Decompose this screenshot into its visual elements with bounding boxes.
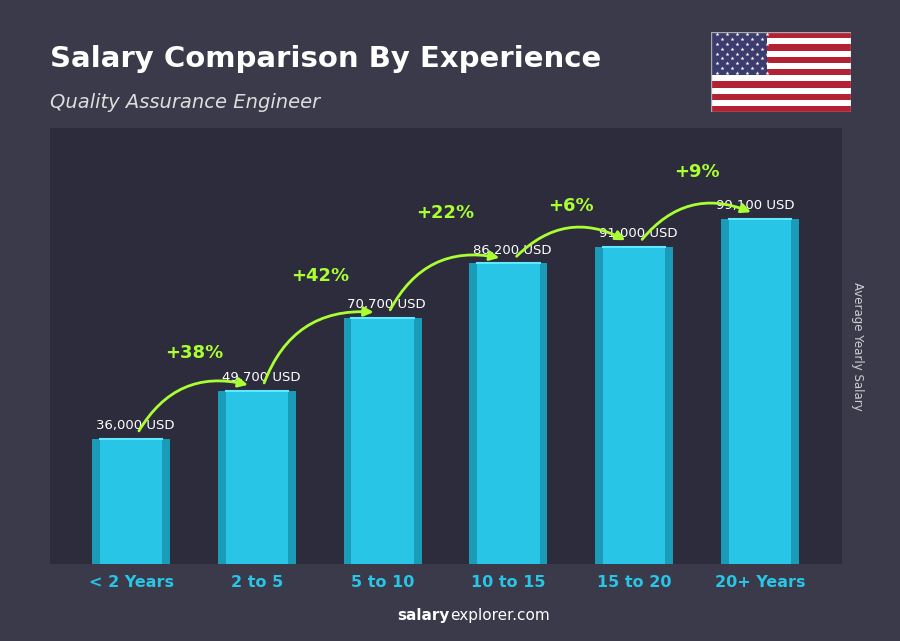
Bar [595, 247, 603, 564]
Bar [470, 263, 477, 564]
Text: +38%: +38% [165, 344, 223, 362]
Bar [711, 100, 850, 106]
Bar [711, 69, 850, 75]
Bar [721, 219, 799, 564]
Text: Average Yearly Salary: Average Yearly Salary [851, 282, 864, 410]
Bar [711, 63, 850, 69]
Text: Quality Assurance Engineer: Quality Assurance Engineer [50, 93, 320, 112]
Bar [711, 38, 850, 44]
Bar [539, 263, 547, 564]
Bar [711, 81, 850, 88]
Bar [50, 128, 842, 564]
Text: 49,700 USD: 49,700 USD [221, 372, 301, 385]
Bar [711, 56, 850, 63]
Bar [344, 317, 352, 564]
Bar [711, 94, 850, 100]
Text: 99,100 USD: 99,100 USD [716, 199, 795, 212]
Bar [711, 32, 850, 38]
Bar [218, 391, 226, 564]
Text: 91,000 USD: 91,000 USD [598, 228, 678, 240]
Bar [92, 438, 100, 564]
Bar [711, 51, 850, 56]
Text: Salary Comparison By Experience: Salary Comparison By Experience [50, 45, 601, 73]
Bar [470, 263, 547, 564]
Text: 70,700 USD: 70,700 USD [347, 298, 426, 312]
Bar [288, 391, 296, 564]
Bar [711, 75, 850, 81]
Bar [721, 219, 729, 564]
Text: +42%: +42% [291, 267, 349, 285]
Text: salary: salary [398, 608, 450, 623]
Bar [218, 391, 296, 564]
Bar [595, 247, 673, 564]
Bar [344, 317, 421, 564]
Bar [711, 106, 850, 112]
Text: +22%: +22% [417, 204, 474, 222]
Text: +9%: +9% [674, 163, 720, 181]
Bar [711, 88, 850, 94]
Bar [711, 32, 767, 75]
Bar [92, 438, 170, 564]
Text: 86,200 USD: 86,200 USD [473, 244, 552, 257]
Bar [791, 219, 799, 564]
Bar [414, 317, 421, 564]
Text: 36,000 USD: 36,000 USD [96, 419, 175, 432]
Text: +6%: +6% [548, 197, 594, 215]
Bar [162, 438, 170, 564]
Bar [665, 247, 673, 564]
Text: explorer.com: explorer.com [450, 608, 550, 623]
Bar [711, 44, 850, 51]
